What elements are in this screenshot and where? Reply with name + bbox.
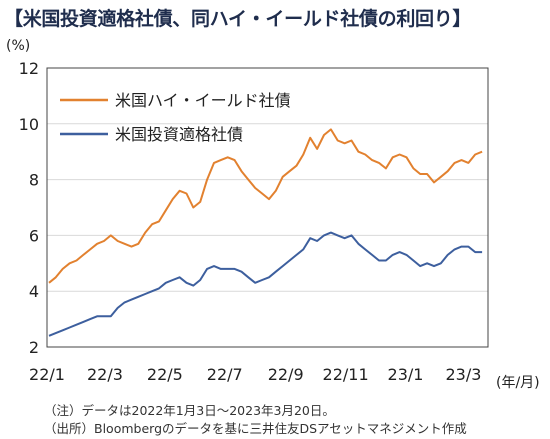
y-tick-label: 10 — [19, 115, 39, 134]
footnote-period: （注）データは2022年1月3日～2023年3月20日。 — [44, 403, 335, 418]
x-tick-label: 22/7 — [207, 365, 243, 384]
y-tick-label: 8 — [29, 171, 39, 190]
legend: 米国ハイ・イールド社債 米国投資適格社債 — [60, 91, 291, 144]
x-tick-label: 22/9 — [268, 365, 304, 384]
x-axis: 22/1 22/3 22/5 22/7 22/9 22/11 23/1 23/3 — [29, 365, 481, 384]
x-tick-label: 22/3 — [87, 365, 123, 384]
y-tick-label: 6 — [29, 226, 39, 245]
x-tick-label: 22/1 — [29, 365, 65, 384]
x-tick-label: 22/5 — [147, 365, 183, 384]
y-tick-label: 4 — [29, 282, 39, 301]
x-tick-label: 22/11 — [323, 365, 369, 384]
grid-lines — [47, 123, 488, 292]
legend-label-high-yield: 米国ハイ・イールド社債 — [115, 91, 291, 110]
y-tick-label: 2 — [29, 338, 39, 357]
series-line-investment-grade — [48, 231, 483, 337]
legend-label-investment-grade: 米国投資適格社債 — [115, 125, 243, 144]
footnote-source: （出所）Bloombergのデータを基に三井住友DSアセットマネジメント作成 — [44, 421, 467, 436]
plot-frame — [46, 67, 489, 348]
y-axis-unit: (%) — [6, 38, 30, 54]
x-axis-unit: (年/月) — [496, 375, 540, 391]
x-tick-label: 23/1 — [388, 365, 424, 384]
chart-title: 【米国投資適格社債、同ハイ・イールド社債の利回り】 — [4, 8, 472, 30]
series-line-high-yield — [48, 128, 483, 284]
y-tick-label: 12 — [19, 59, 39, 78]
y-axis: 2 4 6 8 10 12 — [19, 59, 39, 357]
series-lines — [48, 128, 483, 337]
x-tick-label: 23/3 — [445, 365, 481, 384]
